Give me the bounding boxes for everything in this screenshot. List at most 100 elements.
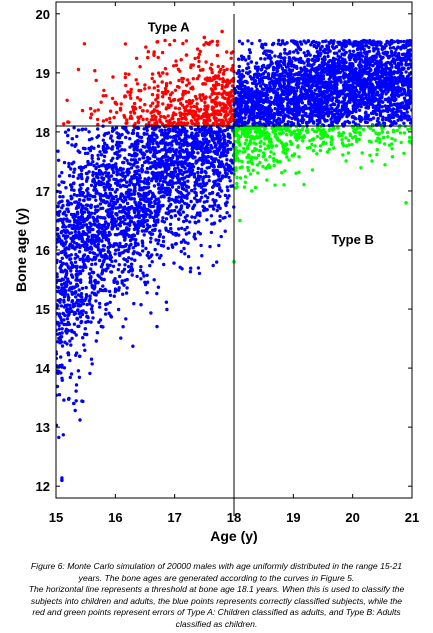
data-point <box>124 135 128 140</box>
data-point <box>118 106 123 111</box>
data-point <box>95 331 100 335</box>
data-point <box>248 172 253 176</box>
data-point <box>89 116 93 120</box>
data-point <box>202 43 206 47</box>
data-point <box>85 302 89 307</box>
data-point <box>172 97 177 102</box>
data-point <box>193 215 197 220</box>
data-point <box>68 281 73 285</box>
data-point <box>390 155 395 159</box>
data-point <box>397 54 401 58</box>
data-point <box>179 111 183 116</box>
data-point <box>384 109 388 113</box>
data-point <box>157 71 161 75</box>
data-point <box>218 206 222 210</box>
data-point <box>240 129 245 134</box>
data-point <box>74 333 78 337</box>
data-point <box>78 150 82 154</box>
data-point <box>66 133 70 138</box>
data-point <box>101 284 105 288</box>
data-point <box>351 120 356 124</box>
data-point <box>102 223 107 227</box>
data-point <box>327 70 332 74</box>
data-point <box>129 90 133 94</box>
data-point <box>58 209 62 214</box>
data-point <box>292 56 296 60</box>
data-point <box>61 433 65 437</box>
data-point <box>208 204 212 208</box>
data-point <box>123 278 127 282</box>
data-point <box>109 174 114 178</box>
data-point <box>122 267 127 271</box>
data-point <box>378 69 382 74</box>
data-point <box>112 201 117 205</box>
data-point <box>282 78 286 82</box>
data-point <box>138 253 142 257</box>
data-point <box>310 142 314 147</box>
data-point <box>206 117 211 121</box>
data-point <box>129 235 134 240</box>
data-point <box>227 175 231 180</box>
data-point <box>108 116 112 121</box>
data-point <box>150 76 154 81</box>
data-point <box>224 162 229 167</box>
data-point <box>127 256 131 260</box>
data-point <box>368 153 372 157</box>
data-point <box>381 115 385 119</box>
data-point <box>76 128 81 132</box>
data-point <box>243 180 248 184</box>
data-point <box>109 136 113 140</box>
data-point <box>299 87 303 92</box>
data-point <box>67 396 71 401</box>
data-point <box>327 147 331 151</box>
data-point <box>150 161 154 165</box>
data-point <box>374 70 378 74</box>
data-point <box>147 161 151 165</box>
data-point <box>99 324 104 329</box>
data-point <box>359 166 363 170</box>
data-point <box>124 291 129 295</box>
data-point <box>374 67 378 71</box>
data-point <box>302 182 306 187</box>
data-point <box>99 153 104 157</box>
data-point <box>81 166 86 170</box>
data-point <box>120 148 124 152</box>
data-point <box>196 170 200 175</box>
data-point <box>85 232 89 237</box>
data-point <box>286 122 290 127</box>
data-point <box>78 198 82 202</box>
data-point <box>399 45 403 49</box>
data-point <box>235 181 239 186</box>
data-point <box>96 153 100 157</box>
data-point <box>282 80 286 85</box>
data-point <box>216 112 221 117</box>
data-point <box>91 160 95 164</box>
data-point <box>186 179 190 183</box>
data-point <box>82 253 87 257</box>
data-point <box>305 127 309 131</box>
data-point <box>235 175 239 180</box>
data-point <box>82 42 87 46</box>
data-point <box>386 56 391 60</box>
data-point <box>311 120 316 124</box>
data-point <box>136 242 140 246</box>
data-point <box>98 305 102 309</box>
data-point <box>111 75 115 79</box>
data-point <box>128 223 132 227</box>
data-point <box>86 191 90 195</box>
data-point <box>147 120 151 125</box>
data-point <box>343 93 347 97</box>
data-point <box>96 208 100 212</box>
data-point <box>382 142 387 146</box>
data-point <box>63 305 68 309</box>
data-point <box>259 68 263 72</box>
data-point <box>69 212 74 217</box>
data-point <box>198 182 202 186</box>
data-point <box>62 300 66 304</box>
data-point <box>98 194 103 198</box>
data-point <box>123 236 127 241</box>
data-point <box>184 100 189 104</box>
data-point <box>348 62 352 66</box>
data-point <box>132 111 137 115</box>
data-point <box>83 195 87 199</box>
